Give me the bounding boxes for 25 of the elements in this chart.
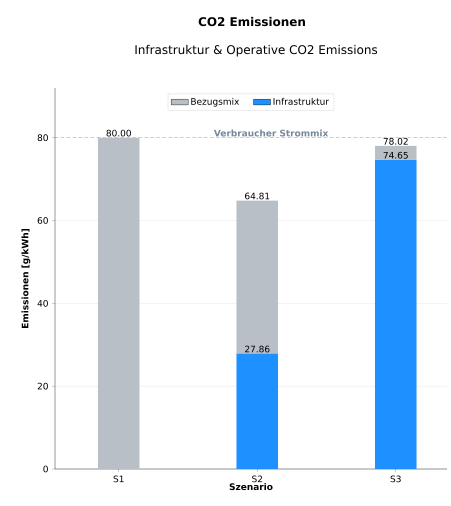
legend-label: Infrastruktur — [274, 98, 330, 105]
x-axis-title: Szenario — [230, 483, 273, 490]
bar — [98, 138, 140, 469]
y-tick-label: 80 — [38, 134, 48, 142]
data-label: 27.86 — [245, 346, 270, 352]
ref-line-label: Verbraucher Strommix — [214, 130, 328, 136]
x-tick-label: S2 — [252, 476, 262, 482]
x-tick-label: S1 — [114, 476, 124, 482]
total-label: 78.02 — [384, 138, 408, 145]
bar — [236, 354, 278, 469]
total-label: 80.00 — [106, 130, 131, 136]
bar — [374, 160, 417, 469]
x-tick-label: S3 — [390, 476, 401, 482]
y-tick-label: 0 — [43, 466, 48, 472]
legend-label: Bezugsmix — [191, 98, 240, 107]
y-tick-label: 20 — [38, 382, 48, 390]
data-label: 74.65 — [384, 152, 408, 159]
chart-subtitle: Infrastruktur & Operative CO2 Emissions — [135, 44, 378, 56]
y-tick-label: 40 — [38, 300, 48, 307]
total-label: 64.81 — [245, 192, 270, 200]
bar — [374, 146, 417, 160]
chart-title: CO2 Emissionen — [198, 16, 305, 26]
y-tick-label: 60 — [38, 217, 48, 224]
y-axis-title: Emissionen [g/kWh] — [21, 229, 30, 328]
bar — [236, 200, 278, 354]
